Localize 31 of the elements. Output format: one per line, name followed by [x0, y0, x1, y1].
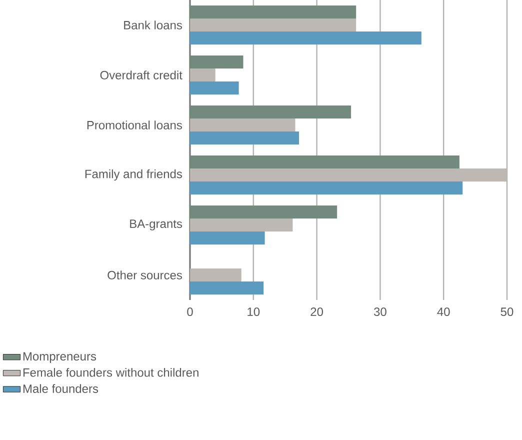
bar: [190, 132, 300, 145]
bar: [190, 282, 264, 295]
bar: [190, 232, 265, 245]
y-tick-label: Family and friends: [85, 169, 182, 181]
y-tick-label: Bank loans: [124, 20, 182, 30]
bar: [190, 6, 356, 19]
bar: [190, 268, 242, 282]
bar: [190, 156, 460, 169]
bar: [190, 206, 338, 219]
x-tick-label: 20: [310, 308, 324, 316]
y-tick-label: BA-grants: [130, 220, 182, 230]
y-tick-label: Other sources: [108, 270, 182, 280]
legend-label: Female founders without children: [23, 368, 198, 377]
x-tick-label: 50: [500, 308, 514, 316]
bar: [190, 82, 239, 95]
legend-label: Male founders: [23, 384, 98, 393]
bar: [190, 56, 244, 69]
bar: [190, 18, 356, 32]
bar: [190, 182, 463, 195]
bar: [190, 106, 352, 119]
bar: [190, 218, 293, 232]
x-tick-label: 30: [374, 308, 386, 316]
x-tick-label: 40: [437, 308, 450, 316]
bar: [190, 68, 216, 82]
x-tick-label: 0: [187, 308, 193, 316]
x-tick-label: 10: [248, 308, 260, 316]
y-tick-label: Promotional loans: [87, 120, 182, 130]
legend-label: Mompreneurs: [23, 352, 96, 363]
bar: [190, 32, 422, 45]
y-tick-label: Overdraft credit: [100, 70, 182, 80]
bar: [190, 118, 296, 132]
